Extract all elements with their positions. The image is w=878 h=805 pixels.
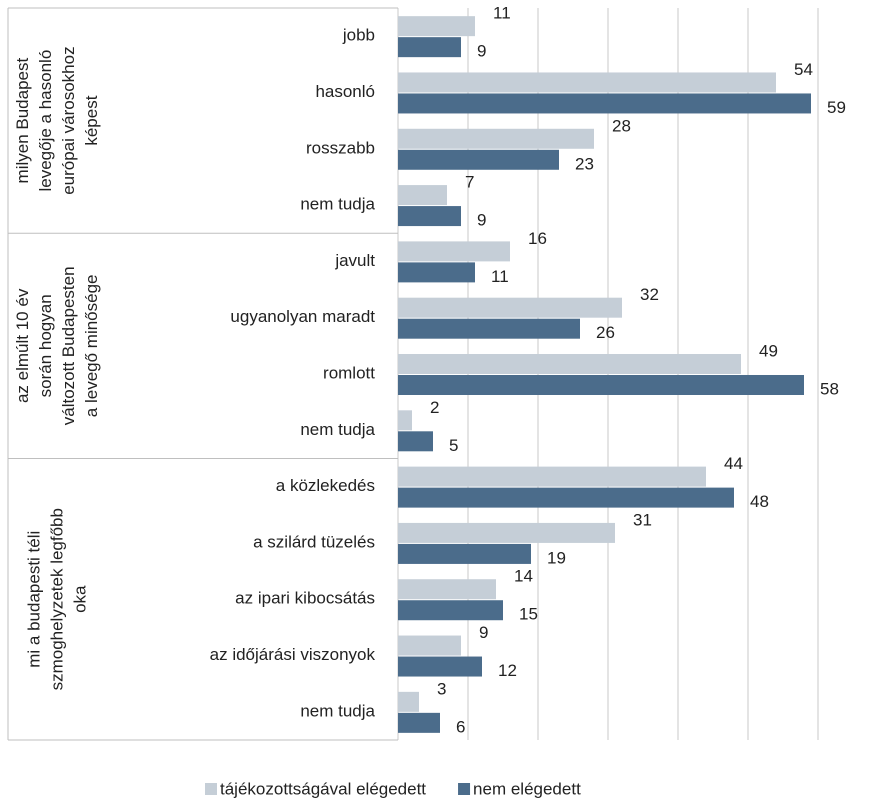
bar (398, 93, 811, 114)
y-tick-label: a szilárd tüzelés (253, 532, 375, 551)
value-label: 58 (820, 379, 839, 398)
bar (398, 297, 622, 318)
value-label: 49 (759, 341, 778, 360)
value-label: 16 (528, 229, 547, 248)
bar (398, 128, 594, 149)
value-label: 9 (477, 42, 486, 61)
legend-swatch (458, 783, 471, 795)
value-label: 3 (437, 679, 446, 698)
value-label: 5 (449, 436, 458, 455)
group-label-line: milyen Budapest (13, 58, 32, 184)
group-label-line: az elmúlt 10 év (13, 288, 32, 403)
value-label: 2 (430, 398, 439, 417)
bar (398, 16, 475, 37)
value-label: 9 (477, 211, 486, 230)
y-tick-label: nem tudja (300, 195, 375, 214)
value-label: 19 (547, 548, 566, 567)
bar (398, 37, 461, 58)
group-label-line: oka (70, 585, 89, 613)
value-label: 44 (724, 454, 743, 473)
group-label: az elmúlt 10 év során hogyan változott Bud… (13, 266, 101, 425)
value-label: 7 (465, 173, 474, 192)
bar (398, 241, 510, 262)
legend-swatch (205, 783, 217, 795)
value-label: 11 (493, 4, 511, 23)
bar (398, 487, 734, 508)
bar (398, 262, 475, 283)
group-label-line: mi a budapesti téli (24, 531, 43, 668)
legend-label: tájékozottságával elégedett (220, 779, 426, 798)
bar (398, 600, 503, 621)
value-label: 31 (633, 510, 652, 529)
value-label: 59 (827, 98, 846, 117)
value-label: 11 (491, 267, 509, 286)
bar (398, 410, 412, 431)
bar (398, 712, 440, 733)
bar (398, 149, 559, 170)
value-label: 9 (479, 623, 488, 642)
group-label-line: változott Budapesten (59, 266, 78, 425)
group-label-line: szmoghelyzetek legfőbb (47, 508, 66, 690)
value-label: 15 (519, 605, 538, 624)
group-label-line: képest (82, 95, 101, 145)
group-label-line: európai városokhoz (59, 46, 78, 194)
group-label: mi a budapesti téli szmoghelyzetek legfőb… (24, 508, 89, 690)
y-tick-label: hasonló (315, 82, 375, 101)
group-label-line: levegője a hasonló (36, 50, 55, 192)
bar (398, 522, 615, 543)
bar (398, 318, 580, 339)
bar (398, 656, 482, 677)
y-tick-label: a közlekedés (276, 476, 375, 495)
bar (398, 354, 741, 374)
bar (398, 431, 433, 452)
value-label: 48 (750, 492, 769, 511)
y-tick-label: jobb (342, 26, 375, 45)
y-tick-label: javult (334, 251, 375, 270)
group-label-line: a levegő minősége (82, 274, 101, 417)
bar (398, 375, 804, 395)
bar (398, 206, 461, 227)
value-label: 32 (640, 285, 659, 304)
bar (398, 185, 447, 206)
value-label: 54 (794, 60, 813, 79)
y-tick-label: nem tudja (300, 701, 375, 720)
y-tick-label: romlott (323, 363, 375, 382)
bar (398, 466, 706, 487)
legend-label: nem elégedett (473, 779, 581, 798)
value-label: 28 (612, 116, 631, 135)
value-label: 26 (596, 323, 615, 342)
y-tick-label: ugyanolyan maradt (230, 307, 375, 326)
bar (398, 691, 419, 712)
group-label-line: során hogyan (36, 294, 55, 397)
value-label: 12 (498, 661, 517, 680)
bar (398, 579, 496, 600)
bar (398, 543, 531, 564)
value-label: 6 (456, 717, 465, 736)
value-label: 14 (514, 567, 533, 586)
y-tick-label: az ipari kibocsátás (235, 589, 375, 608)
bar (398, 635, 461, 656)
bar (398, 72, 776, 93)
value-label: 23 (575, 154, 594, 173)
y-tick-label: rosszabb (306, 138, 375, 157)
y-tick-label: az időjárási viszonyok (210, 645, 376, 664)
group-label: milyen Budapest levegője a hasonló európai… (13, 46, 101, 194)
y-tick-label: nem tudja (300, 420, 375, 439)
